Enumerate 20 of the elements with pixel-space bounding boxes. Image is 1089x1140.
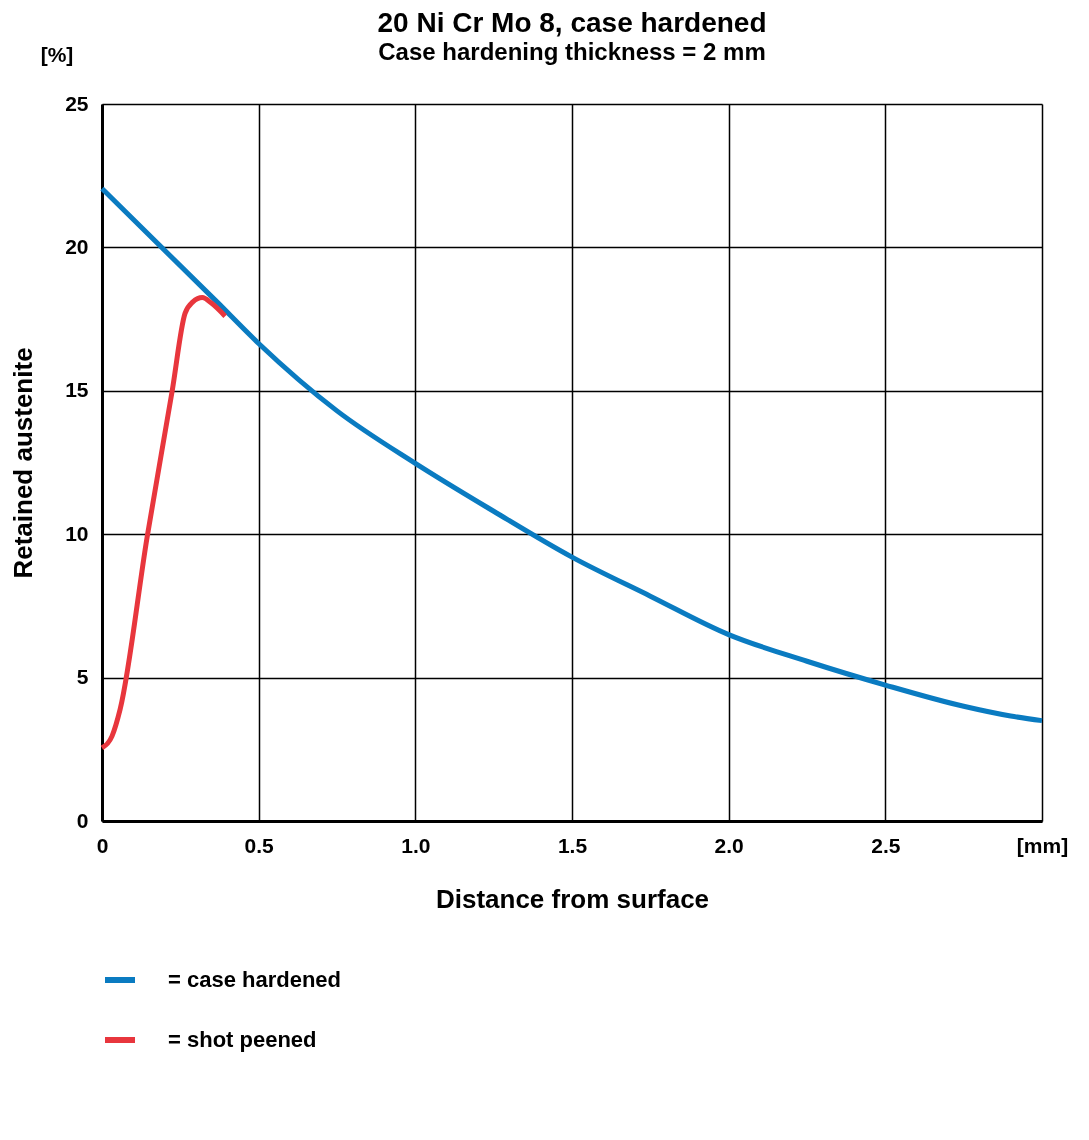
y-tick-label: 15 — [65, 378, 89, 402]
y-tick-label: 0 — [76, 808, 89, 832]
y-tick-label: 5 — [76, 665, 89, 689]
x-tick-label: 0 — [96, 833, 109, 857]
text: [%] — [40, 43, 74, 66]
x-tick-label: [mm] — [1016, 833, 1069, 857]
x-tick-label: 1.0 — [401, 833, 431, 857]
chart-subtitle: Case hardening thickness = 2 mm — [378, 38, 766, 65]
y-tick-label: 25 — [65, 91, 89, 115]
y-axis-title: Retained austenite — [8, 347, 39, 579]
y-tick-label: 10 — [65, 521, 89, 545]
y-tick-label: 20 — [65, 234, 89, 258]
chart-title: 20 Ni Cr Mo 8, case hardened — [377, 7, 767, 38]
x-axis-title: Distance from surface — [435, 883, 710, 914]
x-tick-label: 0.5 — [244, 833, 275, 857]
x-tick-label: 1.5 — [557, 833, 588, 857]
legend-label: = shot peened — [168, 1027, 317, 1052]
x-tick-label: 2.5 — [871, 833, 901, 857]
x-tick-label: 2.0 — [714, 833, 744, 857]
legend-label: = case hardened — [168, 967, 342, 992]
